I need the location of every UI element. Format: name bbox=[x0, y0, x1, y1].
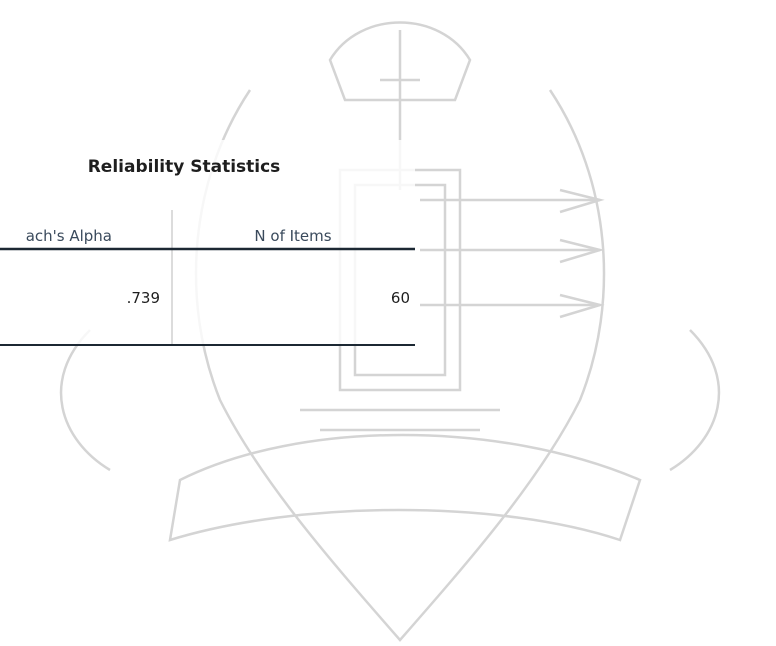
column-header: ach's Alpha bbox=[26, 227, 112, 245]
table-title: Reliability Statistics bbox=[88, 157, 281, 177]
cell-value: .739 bbox=[127, 289, 160, 307]
cell-value: 60 bbox=[391, 289, 410, 307]
screenshot: Reliability Statistics ach's Alpha N of … bbox=[0, 0, 776, 646]
page: Reliability Statistics ach's Alpha N of … bbox=[0, 0, 776, 646]
column-header: N of Items bbox=[254, 227, 331, 245]
